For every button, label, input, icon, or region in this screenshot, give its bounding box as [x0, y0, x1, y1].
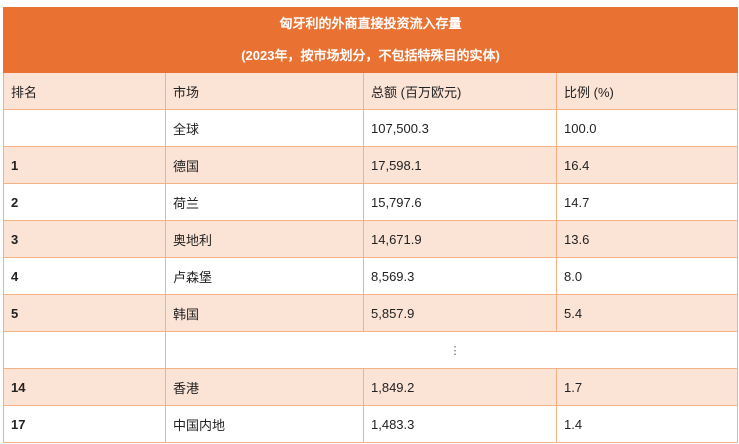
rank-cell: 1 — [3, 146, 166, 184]
empty-cell — [3, 331, 166, 369]
market-cell: 中国内地 — [165, 405, 364, 443]
fdi-table: 匈牙利的外商直接投资流入存量 (2023年，按市场划分，不包括特殊目的实体) 排… — [2, 7, 739, 443]
market-cell: 奥地利 — [165, 220, 364, 258]
table-row: 全球 107,500.3 100.0 — [3, 109, 739, 147]
table-row: 3 奥地利 14,671.9 13.6 — [3, 220, 739, 258]
market-cell: 德国 — [165, 146, 364, 184]
share-cell: 5.4 — [555, 294, 739, 332]
total-cell: 8,569.3 — [363, 257, 557, 295]
table-row: 2 荷兰 15,797.6 14.7 — [3, 183, 739, 221]
total-cell: 17,598.1 — [363, 146, 557, 184]
share-cell: 14.7 — [555, 183, 739, 221]
total-cell: 14,671.9 — [363, 220, 557, 258]
table-title: 匈牙利的外商直接投资流入存量 (2023年，按市场划分，不包括特殊目的实体) — [2, 7, 739, 73]
ellipsis-cell: ⋮ — [164, 331, 739, 369]
market-cell: 韩国 — [165, 294, 364, 332]
column-header-rank: 排名 — [3, 72, 166, 110]
share-cell: 16.4 — [555, 146, 739, 184]
title-text: 匈牙利的外商直接投资流入存量 — [279, 16, 462, 31]
rank-cell: 3 — [3, 220, 166, 258]
table-row: 4 卢森堡 8,569.3 8.0 — [3, 257, 739, 295]
total-cell: 15,797.6 — [363, 183, 557, 221]
rank-cell: 5 — [3, 294, 166, 332]
column-header-market: 市场 — [165, 72, 364, 110]
total-cell: 5,857.9 — [363, 294, 557, 332]
rank-cell: 14 — [3, 368, 166, 406]
header-row: 排名 市场 总额 (百万欧元) 比例 (%) — [3, 72, 739, 110]
column-header-share: 比例 (%) — [555, 72, 739, 110]
market-cell: 荷兰 — [165, 183, 364, 221]
table-row: 5 韩国 5,857.9 5.4 — [3, 294, 739, 332]
share-cell: 8.0 — [555, 257, 739, 295]
share-cell: 1.7 — [555, 368, 739, 406]
table-row: 1 德国 17,598.1 16.4 — [3, 146, 739, 184]
rank-cell: 17 — [3, 405, 166, 443]
market-cell: 卢森堡 — [165, 257, 364, 295]
share-cell: 100.0 — [555, 109, 739, 147]
ellipsis-row: ⋮ — [3, 331, 739, 369]
subtitle-text: (2023年，按市场划分，不包括特殊目的实体) — [241, 48, 500, 63]
rank-cell: 2 — [3, 183, 166, 221]
table-row: 14 香港 1,849.2 1.7 — [3, 368, 739, 406]
column-header-total: 总额 (百万欧元) — [363, 72, 557, 110]
share-cell: 13.6 — [555, 220, 739, 258]
market-cell: 全球 — [165, 109, 364, 147]
total-cell: 1,483.3 — [363, 405, 557, 443]
rank-cell: 4 — [3, 257, 166, 295]
total-cell: 1,849.2 — [363, 368, 557, 406]
table-row: 17 中国内地 1,483.3 1.4 — [3, 405, 739, 443]
share-cell: 1.4 — [555, 405, 739, 443]
total-cell: 107,500.3 — [363, 109, 557, 147]
rank-cell — [3, 109, 166, 147]
market-cell: 香港 — [165, 368, 364, 406]
